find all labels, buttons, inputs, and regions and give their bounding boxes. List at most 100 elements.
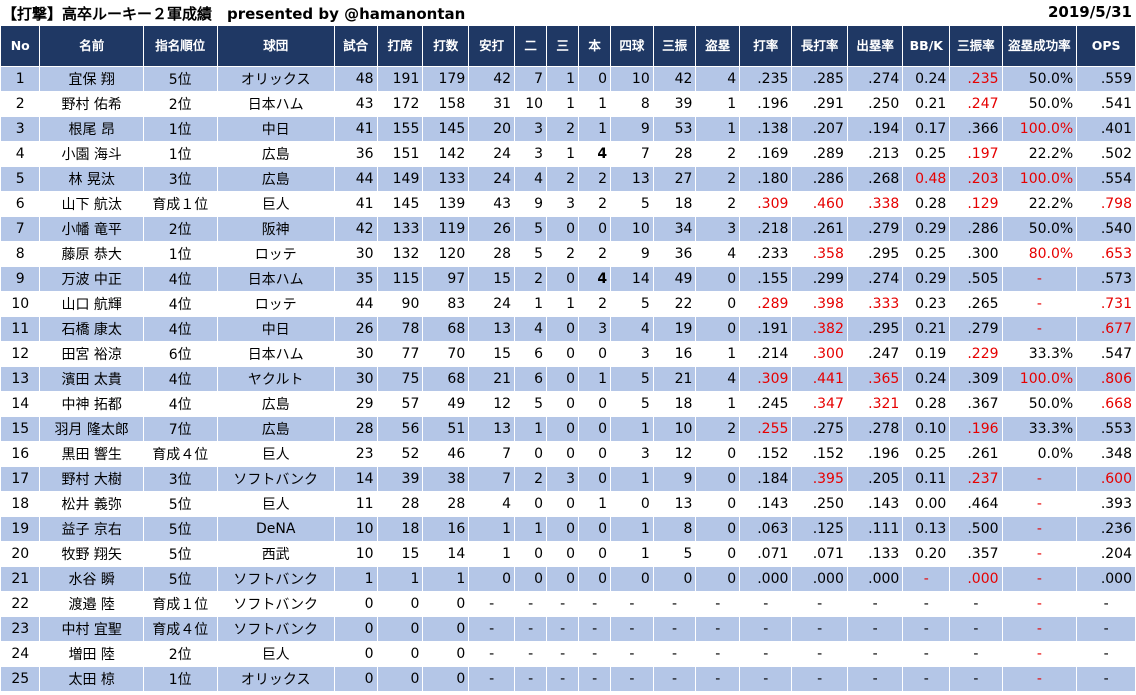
table-cell: 0 — [546, 416, 580, 442]
table-cell: 2 — [514, 266, 548, 292]
table-cell: - — [468, 616, 516, 642]
table-row: 20 牧野 翔矢 5位 西武 10 15 14 1 0 0 0 1 5 0.071.071.133 0.20… — [0, 541, 1136, 567]
table-cell: 1 — [695, 391, 741, 417]
table-cell: 6 — [514, 366, 548, 392]
table-cell: 山下 航汰 — [39, 191, 144, 217]
table-cell: 0.19 — [902, 341, 951, 367]
table-cell: 5位 — [142, 66, 218, 92]
table-cell: 25 — [0, 666, 41, 692]
table-cell: 4 — [695, 66, 741, 92]
table-cell: - — [739, 641, 793, 667]
table-cell: - — [514, 616, 548, 642]
table-cell: 0 — [546, 341, 580, 367]
table-cell: .559 — [1076, 66, 1136, 92]
table-cell: 15 — [468, 341, 516, 367]
table-cell: .191 — [739, 316, 793, 342]
table-cell: - — [846, 666, 904, 692]
table-cell: 日本ハム — [216, 91, 335, 117]
table-cell: 7 — [0, 216, 41, 242]
column-header: 盗塁 — [695, 25, 741, 67]
table-cell: 142 — [422, 141, 470, 167]
table-cell: 4 — [695, 241, 741, 267]
table-cell: - — [902, 616, 951, 642]
table-cell: .143 — [739, 491, 793, 517]
table-cell: - — [546, 641, 580, 667]
table-cell: - — [902, 666, 951, 692]
table-cell: 1 — [610, 466, 654, 492]
column-header: 安打 — [468, 25, 516, 67]
table-cell: 56 — [376, 416, 424, 442]
table-cell: .286 — [949, 216, 1003, 242]
table-cell: .285 — [791, 66, 848, 92]
table-cell: 1 — [514, 416, 548, 442]
table-cell: - — [949, 666, 1003, 692]
table-cell: - — [695, 641, 741, 667]
column-header: 打数 — [422, 25, 470, 67]
table-cell: 0 — [333, 591, 378, 617]
table-cell: 132 — [376, 241, 424, 267]
table-cell: - — [739, 591, 793, 617]
table-cell: 0.17 — [902, 116, 951, 142]
table-cell: 12 — [652, 441, 697, 467]
table-cell: 3 — [610, 441, 654, 467]
table-cell: - — [546, 666, 580, 692]
table-cell: .291 — [791, 91, 848, 117]
table-cell: .289 — [791, 141, 848, 167]
table-cell: 0.00 — [902, 491, 951, 517]
table-cell: - — [1076, 591, 1136, 617]
table-cell: 18 — [376, 516, 424, 542]
table-cell: 万波 中正 — [39, 266, 144, 292]
table-cell: 4位 — [142, 391, 218, 417]
table-cell: 6 — [514, 341, 548, 367]
table-cell: 0.28 — [902, 191, 951, 217]
table-cell: 0 — [695, 541, 741, 567]
table-cell: - — [546, 591, 580, 617]
column-header: 指名順位 — [142, 25, 218, 67]
table-cell: 0 — [376, 616, 424, 642]
table-cell: .295 — [846, 241, 904, 267]
table-cell: .196 — [846, 441, 904, 467]
table-cell: .152 — [791, 441, 848, 467]
table-cell: 山口 航輝 — [39, 291, 144, 317]
table-cell: 3 — [578, 316, 612, 342]
table-cell: 0 — [578, 216, 612, 242]
table-cell: 0 — [578, 466, 612, 492]
table-cell: .155 — [739, 266, 793, 292]
table-cell: 14 — [610, 266, 654, 292]
table-cell: 6 — [0, 191, 41, 217]
table-cell: .279 — [846, 216, 904, 242]
table-cell: 1 — [422, 566, 470, 592]
table-cell: 4 — [695, 366, 741, 392]
table-cell: 77 — [376, 341, 424, 367]
table-cell: - — [1001, 466, 1078, 492]
table-cell: 0 — [333, 666, 378, 692]
table-cell: 36 — [333, 141, 378, 167]
table-cell: - — [652, 616, 697, 642]
table-cell: 18 — [652, 191, 697, 217]
table-cell: 1 — [514, 291, 548, 317]
table-cell: 広島 — [216, 391, 335, 417]
table-cell: 46 — [422, 441, 470, 467]
table-cell: .247 — [846, 341, 904, 367]
table-cell: 0 — [514, 441, 548, 467]
table-cell: 5 — [610, 291, 654, 317]
table-cell: 巨人 — [216, 491, 335, 517]
table-cell: .194 — [846, 116, 904, 142]
table-cell: 10 — [333, 541, 378, 567]
table-cell: 2 — [695, 141, 741, 167]
table-cell: .000 — [739, 566, 793, 592]
table-cell: 191 — [376, 66, 424, 92]
table-cell: .554 — [1076, 166, 1136, 192]
table-cell: - — [514, 641, 548, 667]
table-cell: .233 — [739, 241, 793, 267]
table-cell: .367 — [949, 391, 1003, 417]
table-cell: .395 — [791, 466, 848, 492]
table-cell: 水谷 瞬 — [39, 566, 144, 592]
table-cell: 巨人 — [216, 641, 335, 667]
table-cell: 145 — [422, 116, 470, 142]
table-cell: .071 — [739, 541, 793, 567]
table-cell: - — [1001, 641, 1078, 667]
table-cell: 11 — [333, 491, 378, 517]
table-cell: ソフトバンク — [216, 616, 335, 642]
table-cell: - — [902, 566, 951, 592]
